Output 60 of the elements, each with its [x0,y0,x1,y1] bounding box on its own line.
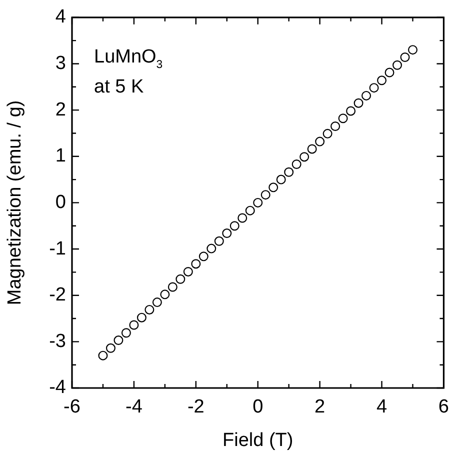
point [106,343,116,353]
x-tick-label: 2 [314,396,326,418]
y-axis-title: Magnetization (emu. / g) [4,100,26,306]
point [198,252,208,262]
point [284,167,294,177]
point [330,122,340,132]
point [292,160,302,169]
point [136,312,146,322]
point [377,76,387,86]
point [121,328,131,338]
x-axis-title: Field (T) [222,430,294,451]
point [183,266,193,276]
x-tick-label: 4 [376,396,388,418]
x-tick-label: -6 [64,396,80,418]
y-tick-label: -3 [49,330,66,352]
point [276,174,286,184]
y-tick-label: 2 [55,99,66,120]
point [268,182,278,192]
point [152,298,162,308]
point [369,83,379,93]
x-tick-label: 6 [438,396,450,418]
y-tick-label: 1 [55,146,66,167]
point [253,198,263,208]
point [300,152,310,162]
point [315,136,325,146]
point [408,45,418,55]
point [346,106,356,116]
x-tick-label: -4 [126,396,143,418]
y-tick-label: 3 [55,52,66,74]
point [400,52,410,62]
point [176,274,186,284]
y-tick-label: 0 [55,192,66,213]
point [384,68,394,78]
point [191,259,201,269]
point [245,206,255,216]
point [230,221,240,231]
point [307,144,317,154]
point [144,304,154,314]
point [338,114,348,124]
y-tick-label: 4 [55,6,66,28]
point [238,213,248,223]
point [114,336,124,346]
point [354,98,364,108]
point [362,90,372,100]
x-tick-label: 0 [252,396,264,418]
y-tick-label: -2 [49,284,66,306]
point [322,128,332,138]
point [222,228,232,238]
annotation: at 5 K [94,76,144,98]
point [160,290,170,300]
point [206,244,216,254]
y-tick-label: -4 [49,377,66,398]
point [98,350,108,360]
point [260,190,270,200]
x-tick-label: -2 [187,396,204,418]
point [214,236,224,246]
point [129,320,139,330]
point [392,60,402,70]
point [168,282,178,292]
y-tick-label: -1 [49,238,66,260]
